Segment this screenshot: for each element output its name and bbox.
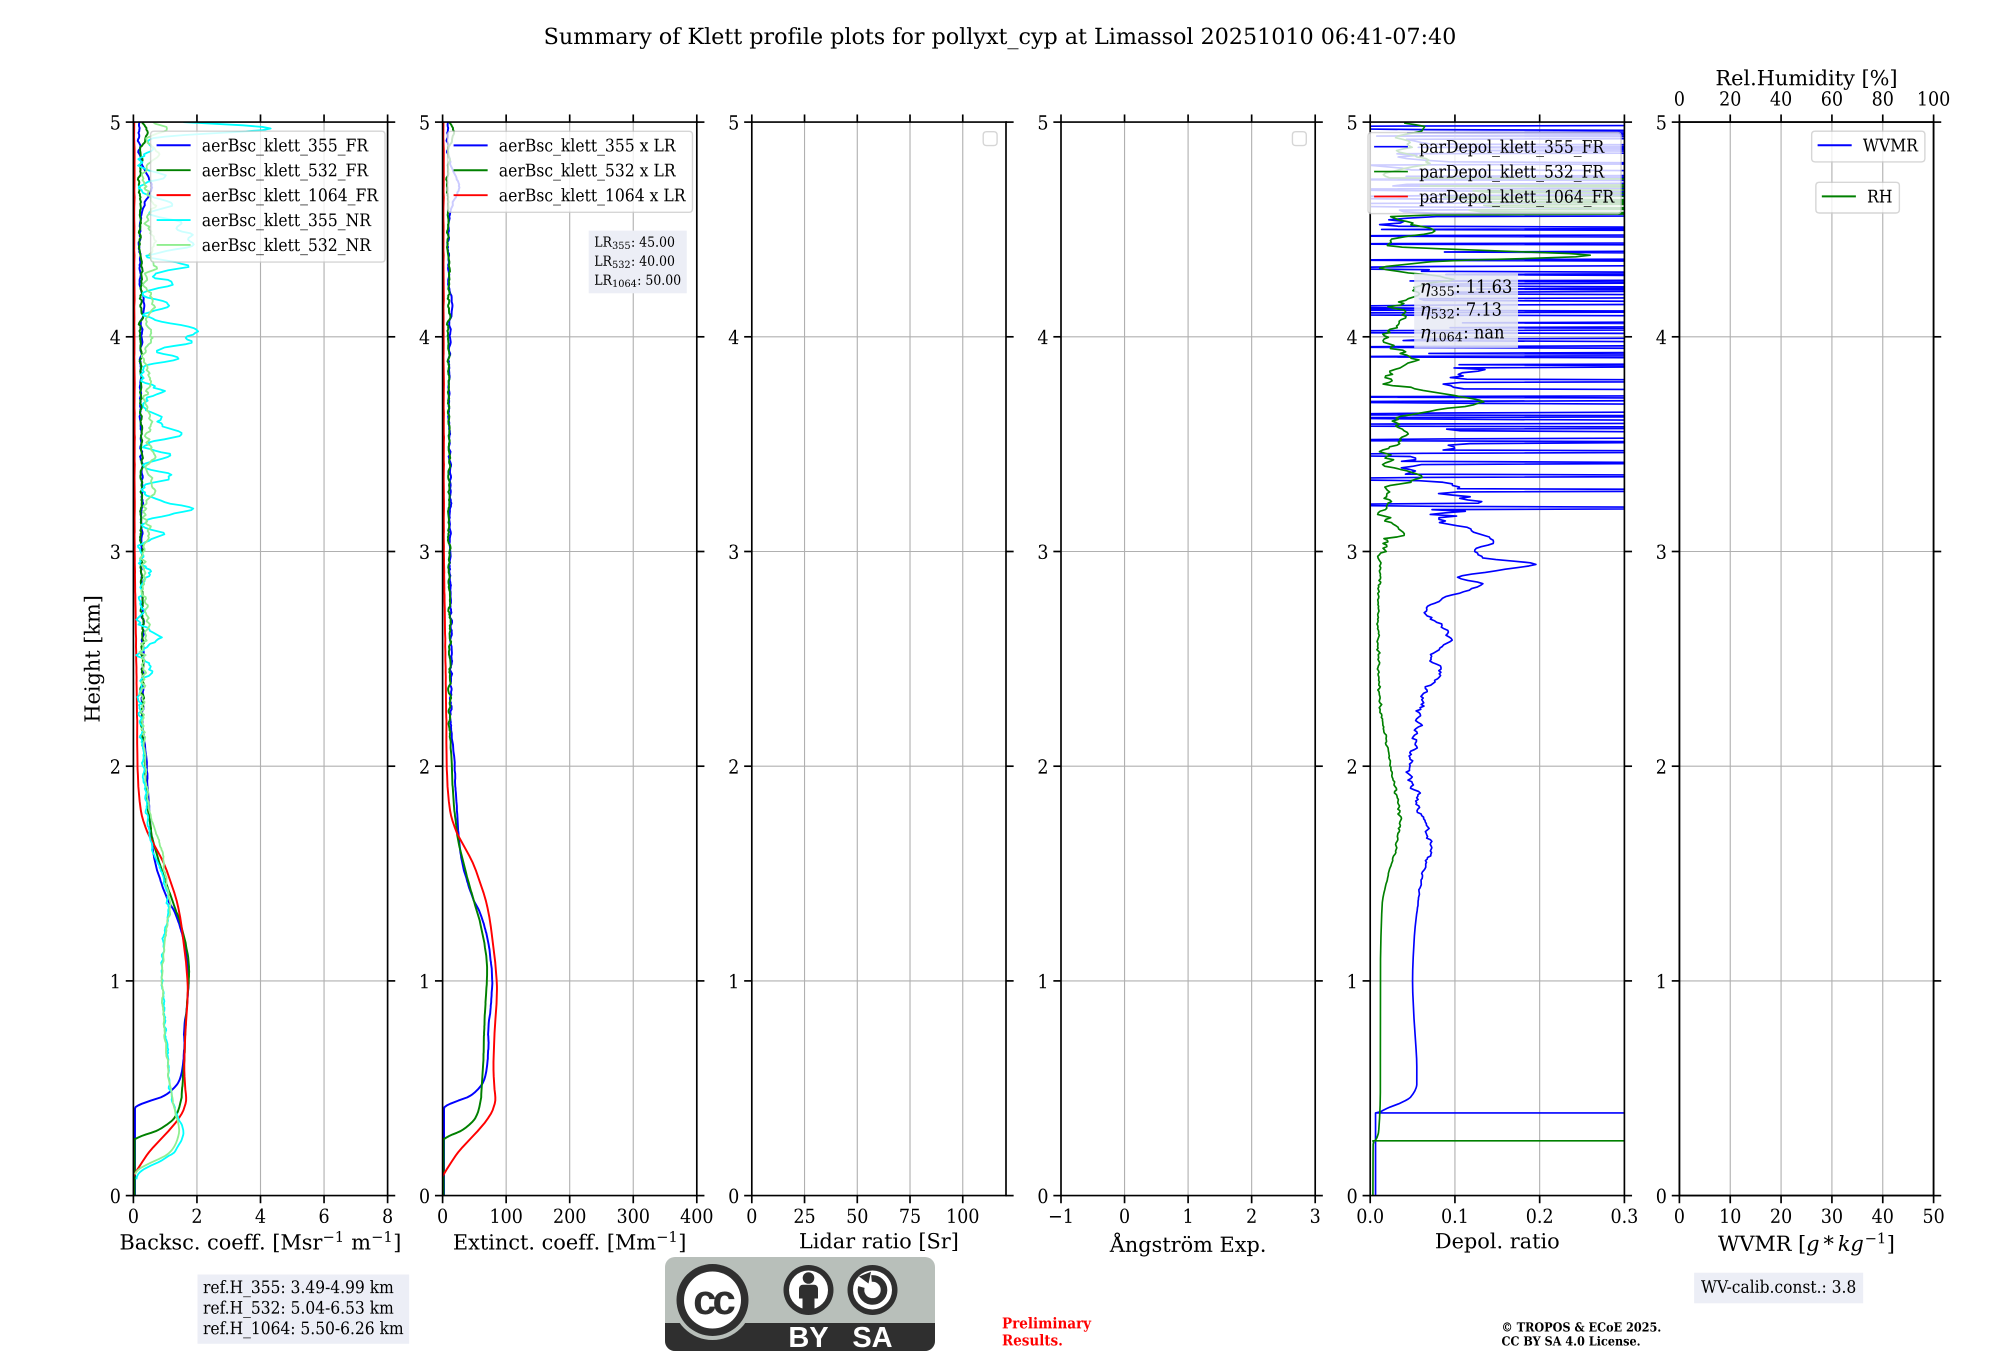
svg-text:SA: SA [852,1322,892,1351]
svg-text:BY: BY [788,1322,828,1351]
svg-text:cc: cc [693,1276,735,1323]
